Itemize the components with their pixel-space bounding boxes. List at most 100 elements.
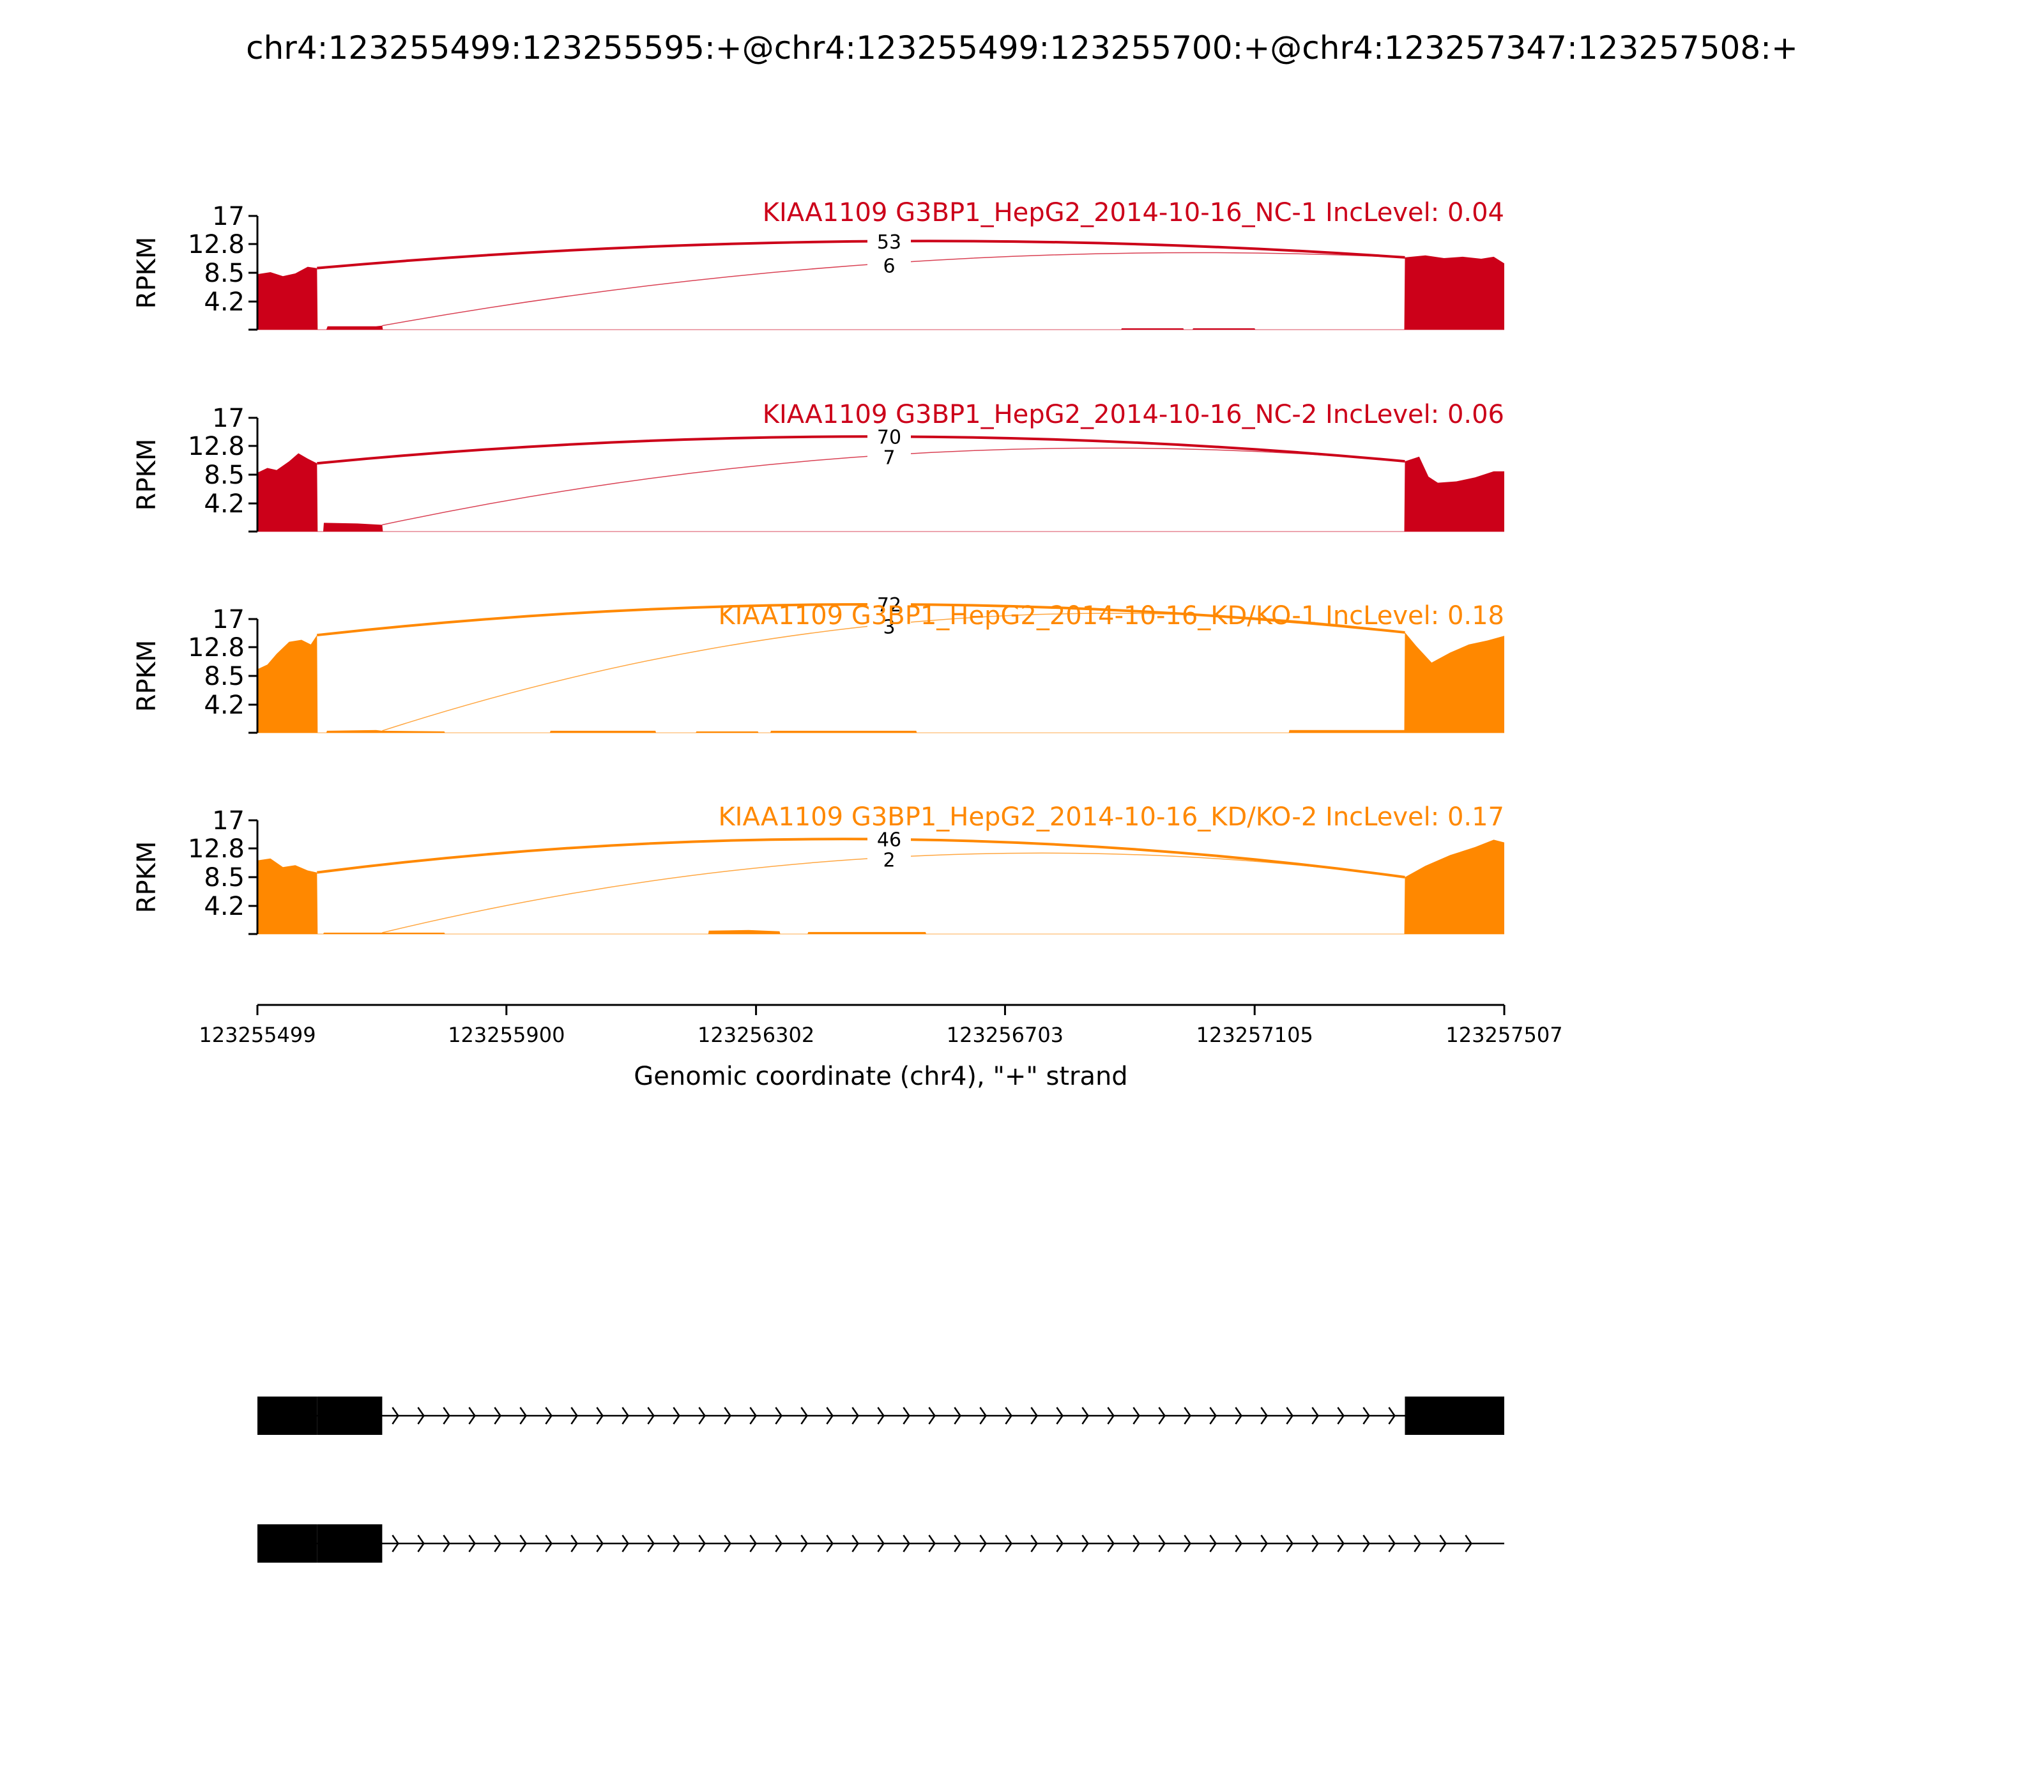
strand-arrow — [1235, 1535, 1242, 1552]
y-tick-label: 12.8 — [188, 834, 245, 864]
strand-arrow — [519, 1535, 527, 1552]
strand-arrow — [877, 1407, 885, 1425]
x-tick-label: 123257105 — [1196, 1023, 1313, 1047]
strand-arrow — [1260, 1535, 1268, 1552]
isoform-2 — [257, 1524, 1504, 1563]
x-tick-label: 123256703 — [947, 1023, 1064, 1047]
strand-arrow — [1030, 1535, 1038, 1552]
strand-arrow — [647, 1535, 655, 1552]
strand-arrow — [1081, 1535, 1089, 1552]
strand-arrow — [545, 1407, 553, 1425]
x-axis-label: Genomic coordinate (chr4), "+" strand — [634, 1062, 1127, 1091]
y-tick-label: 8.5 — [204, 662, 245, 691]
y-tick-label: 17 — [212, 202, 245, 231]
strand-arrow — [1158, 1535, 1166, 1552]
strand-arrow — [1260, 1407, 1268, 1425]
junction-arc — [317, 240, 1405, 270]
strand-arrow — [647, 1407, 655, 1425]
strand-arrow — [494, 1535, 501, 1552]
junction-count-bg — [867, 848, 911, 871]
junction-arc — [317, 838, 1405, 878]
plot-title: chr4:123255499:123255595:+@chr4:12325549… — [246, 29, 1798, 66]
strand-arrow — [851, 1535, 859, 1552]
strand-arrow — [979, 1535, 987, 1552]
strand-arrow — [724, 1407, 731, 1425]
junction-count: 3 — [883, 616, 895, 638]
strand-arrow — [979, 1407, 987, 1425]
strand-arrow — [443, 1535, 450, 1552]
strand-arrow — [1337, 1407, 1345, 1425]
strand-arrow — [928, 1407, 936, 1425]
strand-arrow — [1184, 1535, 1191, 1552]
strand-arrow — [596, 1535, 604, 1552]
strand-arrow — [903, 1407, 910, 1425]
isoform-structures — [257, 1397, 1504, 1563]
strand-arrow — [545, 1535, 553, 1552]
strand-arrow — [417, 1407, 425, 1425]
strand-arrow — [1362, 1535, 1370, 1552]
strand-arrow — [673, 1407, 680, 1425]
strand-arrow — [954, 1407, 961, 1425]
junction-count: 7 — [883, 447, 895, 470]
y-tick-label: 4.2 — [204, 892, 245, 921]
strand-arrow — [800, 1407, 808, 1425]
strand-arrow — [468, 1535, 476, 1552]
y-axis-label: RPKM — [132, 237, 162, 309]
x-tick-label: 123255499 — [199, 1023, 316, 1047]
exon-block — [257, 1397, 317, 1435]
strand-arrow — [1005, 1407, 1012, 1425]
y-tick-label: 8.5 — [204, 259, 245, 288]
tracks-layer: 536 KIAA1109 G3BP1_HepG2_2014-10-16_NC-1 … — [132, 198, 1504, 935]
junction-count-bg — [867, 425, 911, 448]
strand-arrow — [698, 1535, 706, 1552]
strand-arrow — [826, 1535, 834, 1552]
sample-label: KIAA1109 G3BP1_HepG2_2014-10-16_KD/KO-2 … — [718, 802, 1504, 832]
strand-arrow — [1056, 1407, 1064, 1425]
y-axis-label: RPKM — [132, 841, 162, 914]
strand-arrow — [1209, 1407, 1217, 1425]
strand-arrow — [570, 1407, 578, 1425]
exon-block — [257, 1524, 317, 1563]
strand-arrow — [698, 1407, 706, 1425]
strand-arrow — [749, 1535, 757, 1552]
strand-arrow — [1056, 1535, 1064, 1552]
y-tick-label: 4.2 — [204, 691, 245, 720]
strand-arrow — [622, 1535, 629, 1552]
strand-arrow — [1030, 1407, 1038, 1425]
strand-arrow — [800, 1535, 808, 1552]
y-axis-label: RPKM — [132, 640, 162, 712]
strand-arrow — [443, 1407, 450, 1425]
strand-arrow — [877, 1535, 885, 1552]
strand-arrow — [622, 1407, 629, 1425]
exon-block — [317, 1524, 383, 1563]
strand-arrow — [1133, 1535, 1140, 1552]
strand-arrow — [775, 1407, 782, 1425]
junction-count: 2 — [883, 850, 895, 872]
y-tick-label: 17 — [212, 404, 245, 433]
junction-count-bg — [867, 254, 911, 277]
junction-count-bg — [867, 592, 911, 616]
sample-track-4: 462 KIAA1109 G3BP1_HepG2_2014-10-16_KD/KO… — [132, 802, 1504, 935]
coverage-area — [257, 632, 1504, 733]
strand-arrow — [519, 1407, 527, 1425]
y-tick-label: 4.2 — [204, 489, 245, 519]
strand-arrow — [1311, 1407, 1319, 1425]
junction-count: 70 — [877, 426, 901, 448]
sample-track-1: 536 KIAA1109 G3BP1_HepG2_2014-10-16_NC-1 … — [132, 198, 1504, 331]
strand-arrow — [570, 1535, 578, 1552]
strand-arrow — [928, 1535, 936, 1552]
strand-arrow — [1081, 1407, 1089, 1425]
sample-label: KIAA1109 G3BP1_HepG2_2014-10-16_NC-2 Inc… — [763, 400, 1504, 429]
x-tick-label: 123256302 — [698, 1023, 814, 1047]
y-tick-label: 17 — [212, 605, 245, 634]
strand-arrow — [1133, 1407, 1140, 1425]
y-tick-label: 12.8 — [188, 432, 245, 461]
strand-arrow — [468, 1407, 476, 1425]
